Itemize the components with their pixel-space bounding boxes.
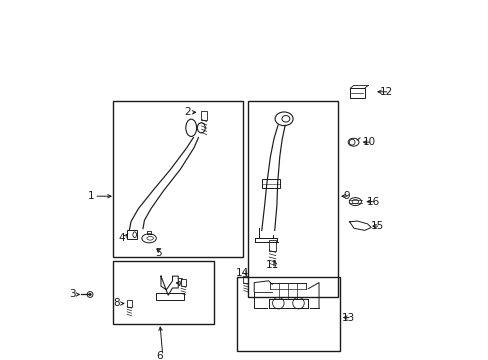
Bar xyxy=(237,277,339,351)
Text: 10: 10 xyxy=(363,137,376,147)
Bar xyxy=(127,230,137,239)
Circle shape xyxy=(89,293,91,296)
Text: 2: 2 xyxy=(184,107,190,117)
Bar xyxy=(155,293,184,300)
Bar xyxy=(261,179,279,188)
Text: 16: 16 xyxy=(366,197,379,207)
Bar xyxy=(113,101,242,257)
Text: 13: 13 xyxy=(342,312,355,323)
Bar xyxy=(181,279,186,286)
Bar xyxy=(243,276,248,283)
Text: 4: 4 xyxy=(118,233,124,243)
Bar xyxy=(113,261,213,324)
Text: 8: 8 xyxy=(113,298,120,309)
Bar xyxy=(126,300,132,307)
Text: 6: 6 xyxy=(156,351,163,360)
Text: 9: 9 xyxy=(343,191,350,201)
Text: 5: 5 xyxy=(155,248,162,258)
Text: 15: 15 xyxy=(370,221,384,231)
Text: 14: 14 xyxy=(235,268,248,278)
Bar xyxy=(268,240,276,251)
Text: 1: 1 xyxy=(88,191,95,201)
Text: 3: 3 xyxy=(69,289,76,300)
Bar xyxy=(247,101,337,297)
Text: 7: 7 xyxy=(175,278,182,288)
Text: 12: 12 xyxy=(379,87,392,97)
Bar xyxy=(349,88,364,98)
Text: 11: 11 xyxy=(265,260,279,270)
Bar xyxy=(201,111,206,120)
